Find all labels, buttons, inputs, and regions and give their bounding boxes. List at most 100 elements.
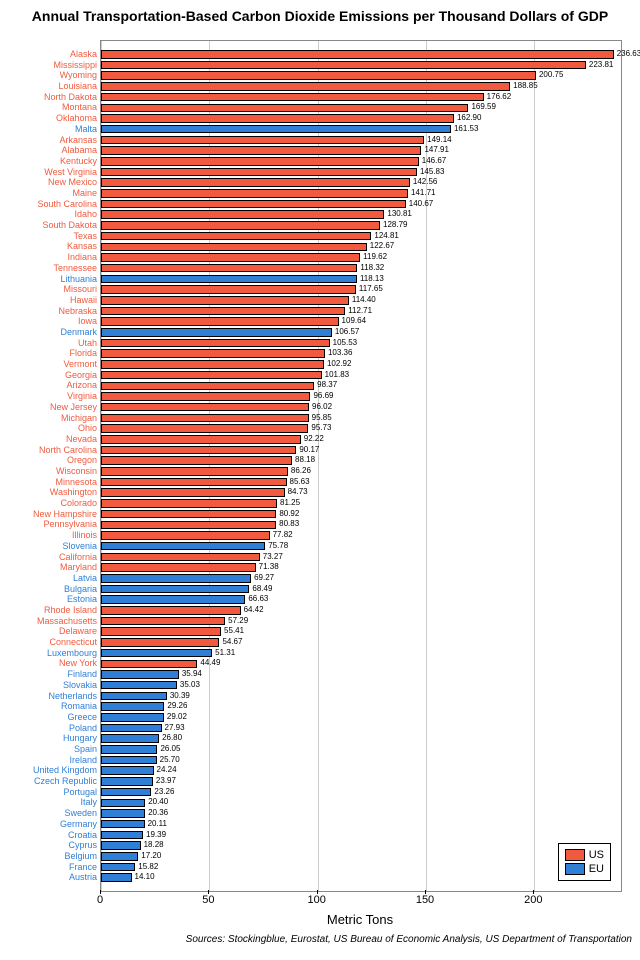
plot-area: USEU Alaska236.63Mississippi223.81Wyomin… <box>100 40 622 892</box>
bar-value: 118.32 <box>360 263 384 274</box>
bar-row: United Kingdom24.24 <box>101 765 621 776</box>
bar-value: 55.41 <box>224 626 244 637</box>
bar-label: South Dakota <box>42 220 97 231</box>
bar-row: Kentucky146.67 <box>101 156 621 167</box>
bar-row: New Jersey96.02 <box>101 402 621 413</box>
bar-label: Netherlands <box>48 691 97 702</box>
x-tick-label: 200 <box>524 894 542 906</box>
bar-value: 128.79 <box>383 220 407 231</box>
bar-label: Slovakia <box>63 680 97 691</box>
bar-label: Idaho <box>74 209 97 220</box>
bar-label: New Jersey <box>50 402 97 413</box>
bar-label: Minnesota <box>55 477 97 488</box>
bar-value: 118.13 <box>360 274 384 285</box>
bar-label: Indiana <box>67 252 97 263</box>
bar-row: California73.27 <box>101 552 621 563</box>
bar-row: Poland27.93 <box>101 723 621 734</box>
bar-label: Spain <box>74 744 97 755</box>
bar <box>101 670 179 679</box>
bar-label: Oklahoma <box>56 113 97 124</box>
bar-row: Greece29.02 <box>101 712 621 723</box>
bar-value: 141.71 <box>411 188 435 199</box>
x-tick-label: 50 <box>202 894 214 906</box>
bar-row: Alabama147.91 <box>101 145 621 156</box>
bar-label: Illinois <box>72 530 97 541</box>
bar-row: Hungary26.80 <box>101 733 621 744</box>
bar <box>101 585 249 594</box>
bar <box>101 243 367 252</box>
bar-value: 20.11 <box>148 819 167 830</box>
legend-label: EU <box>589 862 604 876</box>
bar <box>101 189 408 198</box>
bar-value: 57.29 <box>228 616 248 627</box>
bar-value: 20.36 <box>148 808 168 819</box>
bar-label: Cyprus <box>68 840 97 851</box>
bar-label: North Carolina <box>39 445 97 456</box>
bar-value: 19.39 <box>146 830 166 841</box>
bar <box>101 777 153 786</box>
bar <box>101 510 276 519</box>
bar-value: 92.22 <box>304 434 324 445</box>
bar-value: 23.97 <box>156 776 176 787</box>
bar-row: New York44.49 <box>101 658 621 669</box>
bar-row: Louisiana188.85 <box>101 81 621 92</box>
x-axis: 050100150200 <box>100 892 620 912</box>
bar-value: 96.69 <box>313 391 333 402</box>
bar-value: 95.85 <box>312 413 332 424</box>
bar-label: Bulgaria <box>64 584 97 595</box>
bar-row: Washington84.73 <box>101 487 621 498</box>
bar-value: 84.73 <box>288 487 308 498</box>
x-axis-label: Metric Tons <box>100 912 620 927</box>
bar-label: Pennsylvania <box>43 519 97 530</box>
bar-value: 29.02 <box>167 712 187 723</box>
bar-value: 142.56 <box>413 177 437 188</box>
bar-row: Spain26.05 <box>101 744 621 755</box>
bar-row: Virginia96.69 <box>101 391 621 402</box>
bar <box>101 446 296 455</box>
bar-row: Italy20.40 <box>101 797 621 808</box>
bar-label: Colorado <box>60 498 97 509</box>
bar-value: 103.36 <box>328 348 352 359</box>
bar-row: Idaho130.81 <box>101 209 621 220</box>
bar-row: Croatia19.39 <box>101 830 621 841</box>
bar-label: Montana <box>62 102 97 113</box>
bar-row: Massachusetts57.29 <box>101 616 621 627</box>
source-text: Sources: Stockingblue, Eurostat, US Bure… <box>186 934 632 945</box>
bar <box>101 820 145 829</box>
bar-label: Rhode Island <box>44 605 97 616</box>
bar-label: Vermont <box>63 359 97 370</box>
bar-label: New Mexico <box>48 177 97 188</box>
bar <box>101 71 536 80</box>
bar <box>101 713 164 722</box>
legend-item: US <box>565 848 604 862</box>
bar-value: 68.49 <box>252 584 272 595</box>
bar-value: 119.62 <box>363 252 387 263</box>
bar-label: Georgia <box>65 370 97 381</box>
bar-label: Ohio <box>78 423 97 434</box>
bar <box>101 852 138 861</box>
bar <box>101 756 157 765</box>
bar-row: Luxembourg51.31 <box>101 648 621 659</box>
bar <box>101 467 288 476</box>
bar-value: 20.40 <box>148 797 168 808</box>
bar-label: Utah <box>78 338 97 349</box>
bar-row: Colorado81.25 <box>101 498 621 509</box>
bar <box>101 745 157 754</box>
bar-label: Oregon <box>67 455 97 466</box>
bar-row: Nevada92.22 <box>101 434 621 445</box>
bar-row: Portugal23.26 <box>101 787 621 798</box>
bar-row: Maryland71.38 <box>101 562 621 573</box>
bar-row: South Carolina140.67 <box>101 199 621 210</box>
bar-row: Texas124.81 <box>101 231 621 242</box>
bar <box>101 638 219 647</box>
bar <box>101 799 145 808</box>
bar <box>101 617 225 626</box>
bar <box>101 328 332 337</box>
legend-swatch <box>565 863 585 875</box>
bar-value: 86.26 <box>291 466 311 477</box>
bar <box>101 649 212 658</box>
bar-value: 122.67 <box>370 241 394 252</box>
bar-label: Germany <box>60 819 97 830</box>
bar-label: West Virginia <box>44 167 97 178</box>
bar-value: 106.57 <box>335 327 359 338</box>
